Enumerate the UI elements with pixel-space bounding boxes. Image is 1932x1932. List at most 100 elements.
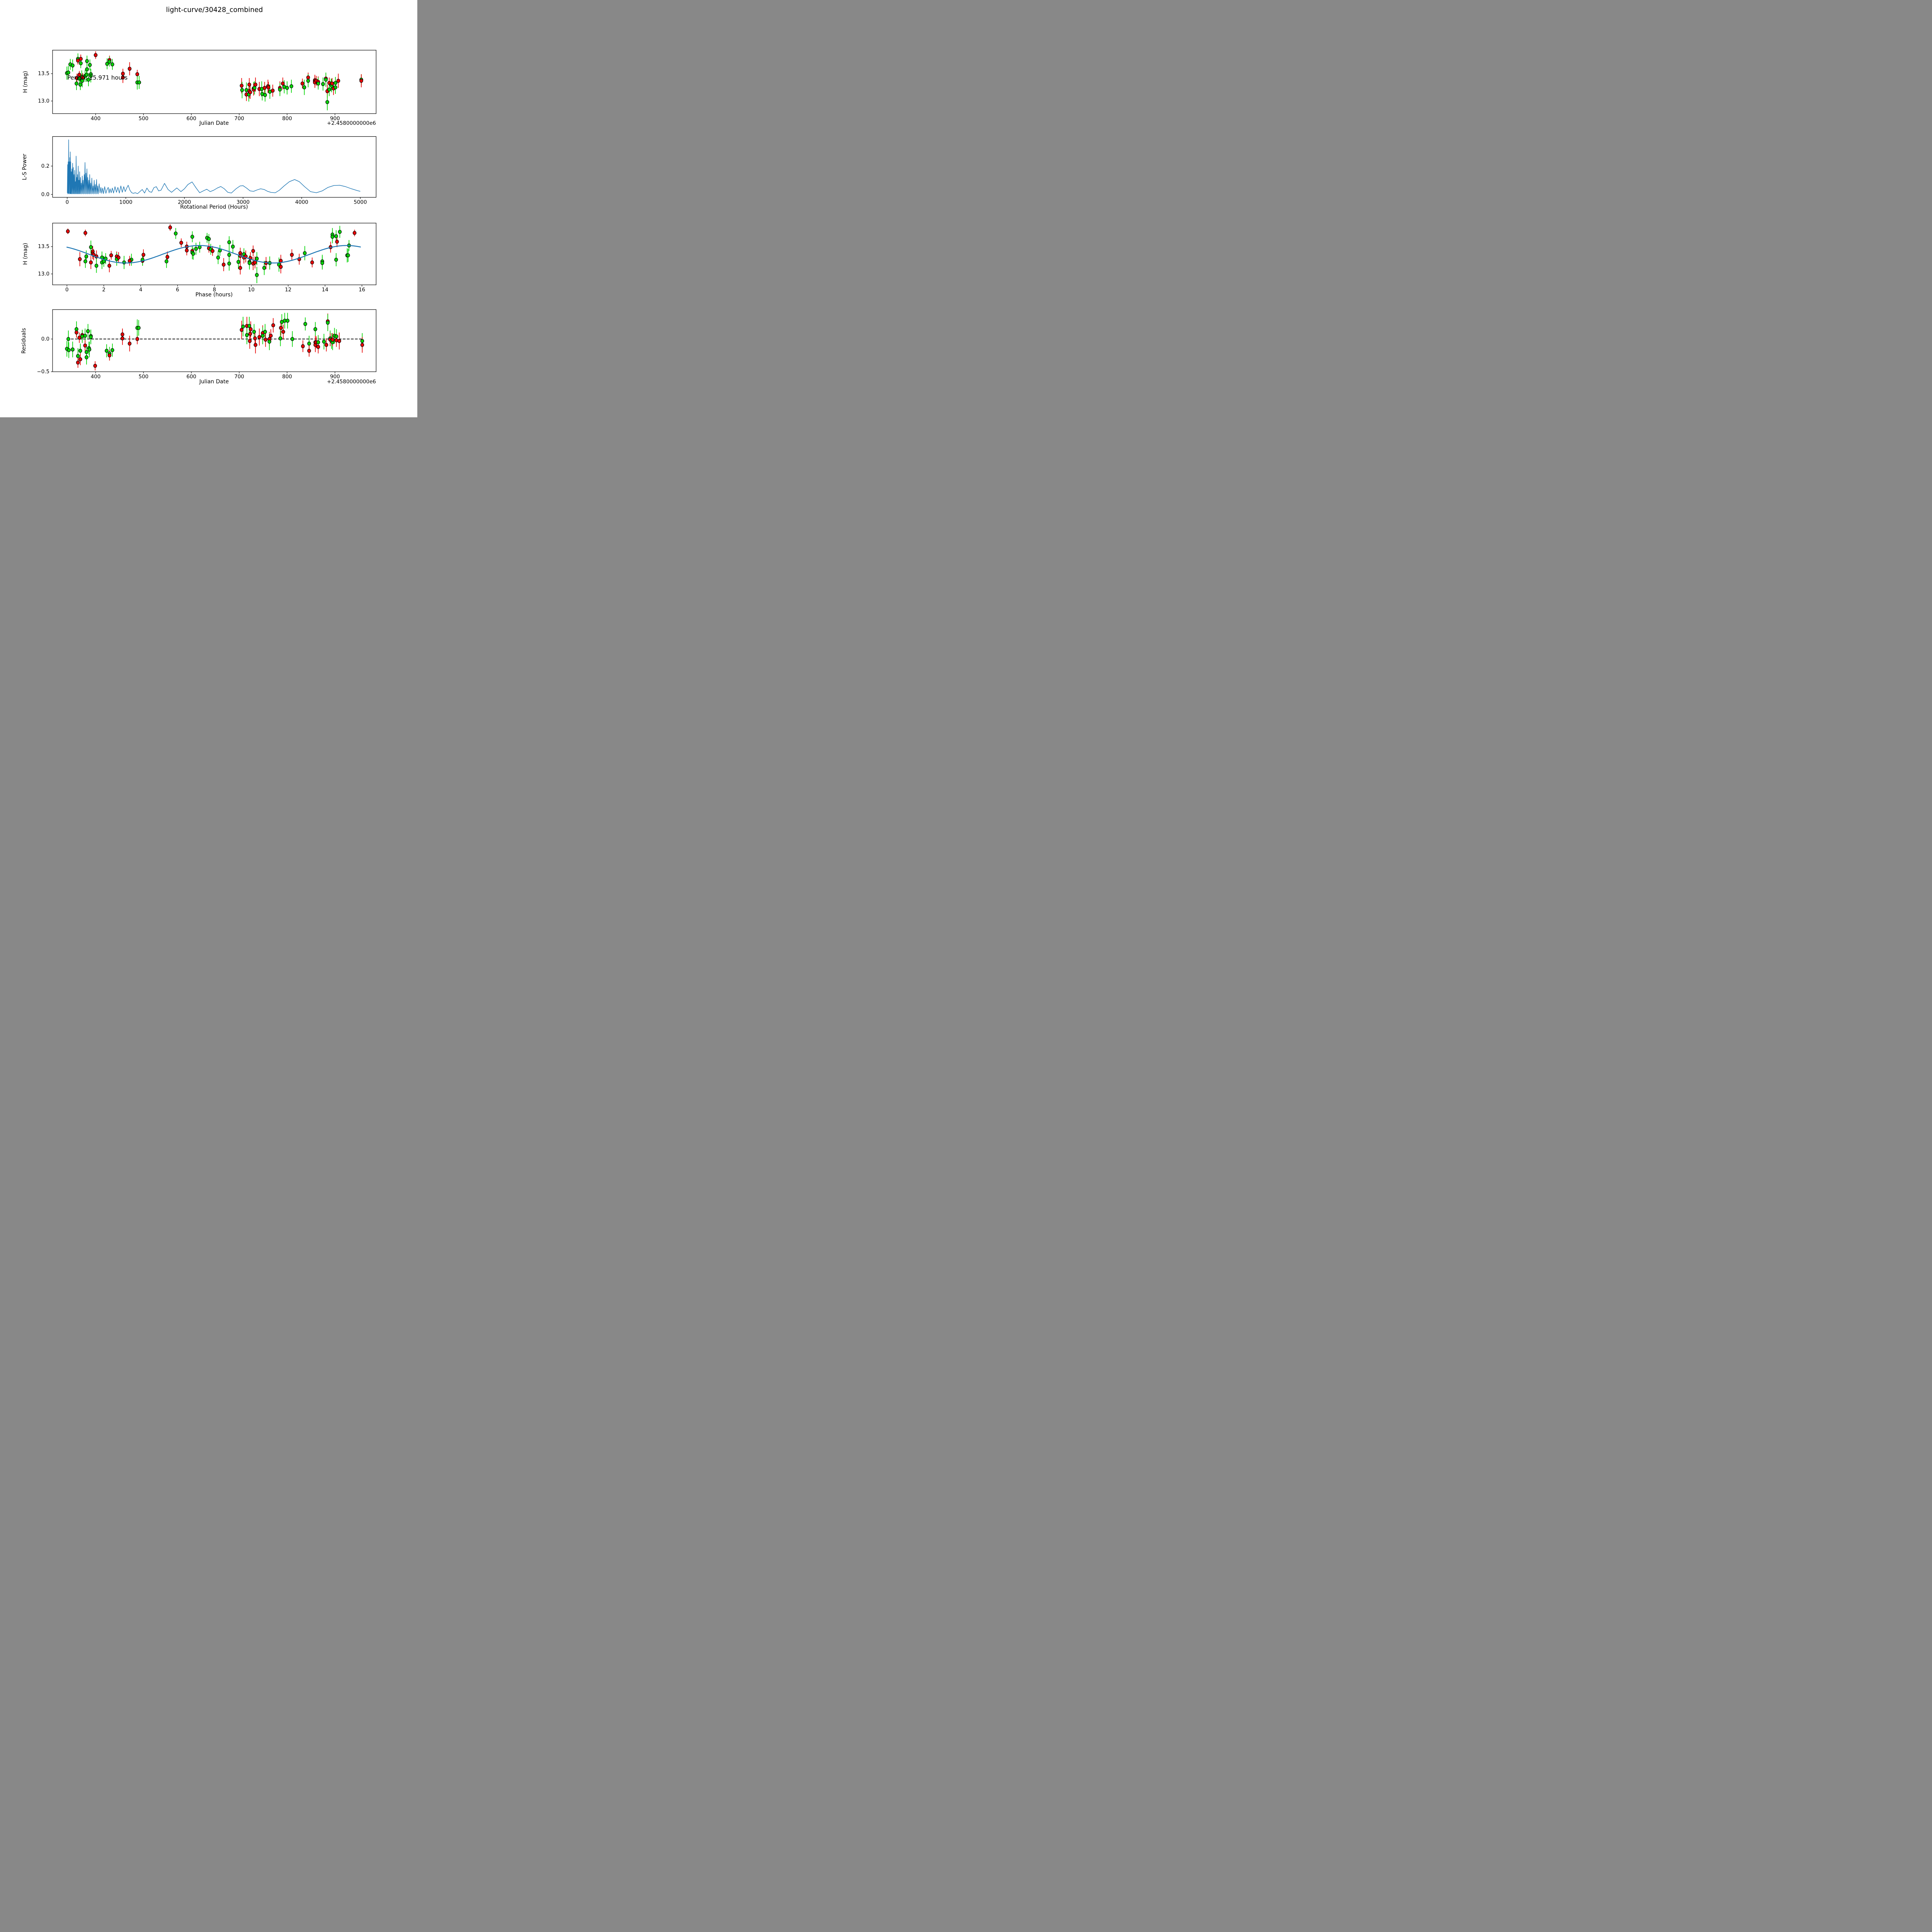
x-tick-label: 2: [102, 287, 105, 293]
red-data-point: [301, 344, 305, 349]
red-data-point: [248, 90, 252, 94]
red-data-point: [253, 343, 258, 347]
red-data-point: [271, 88, 275, 93]
green-data-point: [334, 257, 338, 262]
green-data-point: [111, 348, 114, 352]
green-data-point: [216, 255, 220, 260]
red-data-point: [248, 332, 252, 336]
x-tick-label: 700: [234, 116, 244, 122]
green-data-point: [278, 87, 282, 92]
green-data-point: [278, 336, 282, 340]
green-data-point: [173, 231, 178, 236]
x-tick-label: 400: [91, 116, 101, 122]
green-data-point: [94, 264, 99, 268]
lightcurve-x-offset-text: +2.4580000000e6: [327, 120, 376, 126]
green-data-point: [240, 88, 244, 92]
red-data-point: [89, 260, 93, 265]
y-tick-label: 0.0: [41, 192, 49, 197]
red-data-point: [107, 353, 112, 357]
green-data-point: [111, 62, 114, 66]
red-data-point: [135, 337, 139, 341]
green-data-point: [333, 81, 337, 85]
green-data-point: [227, 261, 231, 266]
red-data-point: [279, 265, 283, 269]
y-tick-label: 13.0: [38, 271, 49, 277]
red-data-point: [240, 328, 244, 332]
green-data-point: [289, 84, 293, 88]
red-data-point: [337, 339, 341, 343]
red-data-point: [168, 225, 172, 230]
green-data-point: [313, 327, 317, 332]
red-data-point: [121, 75, 125, 80]
periodogram-line: [67, 139, 361, 194]
axes-frame: [52, 223, 377, 285]
red-data-point: [262, 86, 267, 90]
periodogram-y-axis-label: L-S Power: [22, 153, 28, 180]
red-data-point: [128, 66, 132, 71]
x-tick-label: 800: [282, 374, 292, 380]
green-data-point: [333, 85, 337, 90]
red-data-point: [238, 266, 242, 270]
red-data-point: [128, 259, 132, 263]
red-data-point: [185, 248, 189, 253]
green-data-point: [194, 247, 198, 251]
green-data-point: [191, 252, 195, 256]
green-data-point: [84, 254, 88, 259]
green-data-point: [165, 259, 168, 264]
green-data-point: [303, 322, 307, 326]
green-data-point: [241, 325, 245, 329]
red-data-point: [78, 257, 82, 261]
x-tick-label: 12: [285, 287, 291, 293]
red-data-point: [269, 333, 273, 338]
red-data-point: [330, 337, 335, 342]
green-data-point: [255, 257, 259, 261]
green-data-point: [322, 339, 326, 344]
red-data-point: [128, 342, 132, 346]
y-tick-label: 0.0: [41, 336, 49, 342]
green-data-point: [67, 348, 71, 352]
green-data-point: [285, 86, 289, 90]
x-tick-label: 4: [139, 287, 143, 293]
y-tick-label: 13.5: [38, 71, 49, 77]
green-data-point: [231, 245, 235, 249]
red-data-point: [248, 339, 252, 343]
red-data-point: [271, 323, 275, 328]
green-data-point: [267, 339, 271, 344]
green-data-point: [76, 354, 80, 358]
red-data-point: [221, 262, 226, 267]
x-tick-label: 2000: [178, 199, 191, 205]
green-data-point: [334, 334, 338, 338]
red-data-point: [93, 364, 97, 368]
red-data-point: [359, 78, 363, 83]
residuals-x-offset-text: +2.4580000000e6: [327, 379, 376, 385]
red-data-point: [179, 241, 183, 245]
red-data-point: [307, 349, 311, 353]
green-data-point: [360, 339, 364, 343]
green-data-point: [85, 59, 89, 63]
x-tick-label: 1000: [119, 199, 133, 205]
green-data-point: [85, 350, 88, 354]
axes-periodogram: 0 1000 2000 3000 4000 5000 0.0 0.2: [41, 136, 377, 205]
green-data-point: [87, 347, 92, 352]
axes-frame: [52, 50, 377, 114]
x-tick-label: 16: [359, 287, 365, 293]
green-data-point: [320, 261, 324, 265]
red-data-point: [76, 58, 80, 63]
green-data-point: [338, 230, 342, 234]
red-data-point: [240, 83, 244, 88]
green-data-point: [122, 260, 126, 265]
red-data-point: [360, 343, 364, 347]
red-data-point: [66, 229, 70, 233]
green-data-point: [227, 240, 231, 245]
data-points: [65, 53, 363, 104]
red-data-point: [135, 72, 139, 77]
red-data-point: [79, 57, 83, 61]
green-data-point: [252, 86, 257, 90]
red-data-point: [253, 82, 258, 87]
red-data-point: [335, 240, 339, 244]
green-data-point: [236, 260, 240, 264]
green-data-point: [334, 234, 338, 238]
red-data-point: [251, 249, 255, 253]
axes-frame: [52, 309, 377, 372]
red-data-point: [83, 231, 87, 235]
